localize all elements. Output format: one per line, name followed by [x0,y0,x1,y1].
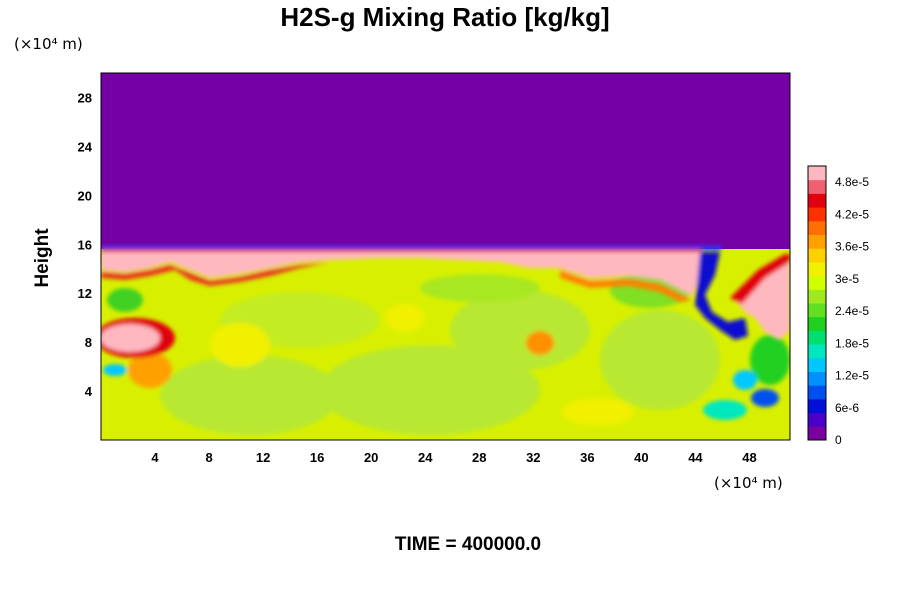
colorbar-segment [808,330,826,345]
field-patch [562,398,634,426]
y-tick-label: 8 [85,335,92,350]
field-patch [101,324,160,352]
x-tick-label: 36 [580,450,594,465]
x-tick-label: 4 [151,450,159,465]
field-patch [703,400,747,420]
colorbar-segment [808,426,826,441]
colorbar-segment [808,357,826,372]
field-patch [320,345,540,435]
colorbar-segment [808,275,826,290]
colorbar-segment [808,248,826,263]
colorbar-ticks: 0 6e-6 1.2e-5 1.8e-5 2.4e-5 3e-5 3.6e-5 4.2e-5 4… [835,175,869,447]
colorbar-segment [808,179,826,194]
y-tick-label: 24 [78,139,93,154]
colorbar-tick-label: 2.4e-5 [835,304,869,318]
upper-layer [101,73,790,249]
y-tick-label: 20 [78,188,92,203]
boundary-red [101,249,701,253]
x-tick-label: 28 [472,450,486,465]
time-label: TIME = 400000.0 [395,534,541,555]
colorbar-segment [808,303,826,318]
x-tick-label: 8 [205,450,212,465]
plume-blue [695,252,748,340]
y-tick-label: 28 [78,90,92,105]
field-patch [420,274,540,302]
field-patch [160,355,340,435]
field-patch [526,331,554,355]
colorbar-tick-label: 1.8e-5 [835,336,869,350]
field-patch [128,352,172,388]
y-tick-label: 4 [85,384,93,399]
boundary-pink [101,252,705,296]
colorbar-segment [808,371,826,386]
x-tick-label: 16 [310,450,324,465]
field-patch [751,389,779,407]
x-tick-label: 44 [688,450,703,465]
colorbar [807,165,827,441]
colorbar-frame [807,165,827,441]
colorbar-tick-label: 4.8e-5 [835,175,869,189]
x-tick-label: 32 [526,450,540,465]
colorbar-segment [808,166,826,181]
x-axis: 4 8 12 16 20 24 28 32 36 40 44 48 [151,450,756,465]
colorbar-segment [808,220,826,235]
colorbar-tick-label: 3e-5 [835,272,859,286]
colorbar-segment [808,234,826,249]
boundary-blue [101,246,721,250]
x-tick-label: 48 [742,450,756,465]
y-axis-label: Height [32,228,53,288]
x-tick-label: 24 [418,450,433,465]
colorbar-segment [808,193,826,208]
boundary-red-lower [101,262,330,286]
x-tick-label: 40 [634,450,648,465]
y-tick-label: 16 [78,237,92,252]
field-patch [750,335,790,385]
field-patch [600,310,720,410]
x-tick-label: 12 [256,450,270,465]
field-patch [210,323,270,367]
colorbar-segment [808,385,826,400]
plot-area [101,73,790,440]
x-tick-label: 20 [364,450,378,465]
x-unit-label: (×10⁴ m) [714,474,783,492]
colorbar-segment [808,207,826,222]
colorbar-tick-label: 6e-6 [835,401,859,415]
y-unit-label: (×10⁴ m) [14,35,83,53]
field-patch [450,290,590,370]
field-patch [103,364,127,376]
field-patch [107,288,143,312]
colorbar-segment [808,398,826,414]
colorbar-segment [808,316,826,331]
boundary-orange [560,270,692,302]
y-tick-label: 12 [78,286,92,301]
field-patch [385,304,425,332]
colorbar-tick-label: 1.2e-5 [835,369,869,383]
colorbar-segment [808,344,826,359]
colorbar-segment [808,261,826,277]
field-patch [733,370,757,390]
colorbar-tick-label: 3.6e-5 [835,240,869,254]
colorbar-tick-label: 4.2e-5 [835,207,869,221]
colorbar-tick-label: 0 [835,433,842,447]
plume-pink-right [735,258,790,340]
plume-red-right [730,254,790,304]
chart-title: H2S-g Mixing Ratio [kg/kg] [280,2,609,32]
colorbar-segment [808,412,826,427]
y-axis: 4 8 12 16 20 24 28 [78,90,93,399]
plot-frame [100,72,791,441]
colorbar-segment [808,289,826,304]
